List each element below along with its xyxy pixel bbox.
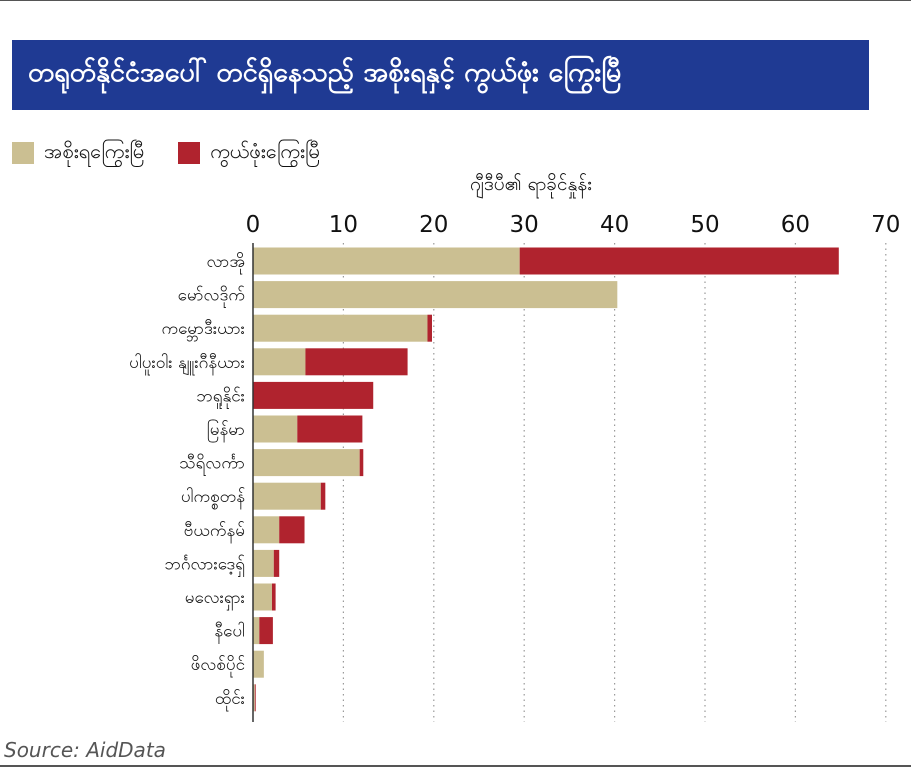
legend-label-hidden-debt: ကွယ်ဖုံးကြွေးမြီ bbox=[210, 139, 320, 163]
x-tick-label-40: 40 bbox=[600, 212, 629, 238]
bar-hidden-0 bbox=[519, 247, 839, 275]
category-label-2: ကမ္ဘောဒီးယား bbox=[161, 319, 245, 342]
category-label-9: ဘင်္ဂလားဒေ့ရှ် bbox=[164, 554, 245, 577]
x-tick-label-20: 20 bbox=[419, 212, 448, 238]
bar-hidden-4 bbox=[253, 381, 374, 409]
x-tick-label-0: 0 bbox=[246, 212, 261, 238]
bar-hidden-5 bbox=[297, 415, 363, 443]
bar-hidden-13 bbox=[254, 684, 256, 712]
category-label-0: လာအို bbox=[206, 252, 245, 275]
x-tick-label-30: 30 bbox=[510, 212, 539, 238]
bar-government-3 bbox=[253, 348, 306, 376]
bar-hidden-3 bbox=[305, 348, 408, 376]
category-label-6: သီရိလင်္ကာ bbox=[179, 454, 245, 477]
bar-hidden-11 bbox=[259, 617, 273, 645]
bar-government-13 bbox=[253, 684, 255, 712]
category-label-8: ဗီယက်နမ် bbox=[184, 521, 245, 544]
legend-swatch-hidden-debt bbox=[178, 142, 201, 164]
category-label-5: မြန်မာ bbox=[207, 418, 245, 443]
category-label-10: မလေးရှား bbox=[185, 588, 245, 611]
bar-government-8 bbox=[253, 516, 280, 544]
bar-hidden-7 bbox=[320, 482, 326, 510]
category-label-3: ပါပူးဝါး နျူးဂီနီယား bbox=[129, 352, 245, 376]
top-rule bbox=[0, 0, 911, 1]
bar-hidden-8 bbox=[279, 516, 305, 544]
bar-government-6 bbox=[253, 449, 360, 477]
legend-label-government-debt: အစိုးရကြွေးမြီ bbox=[44, 139, 145, 163]
bottom-rule bbox=[0, 765, 911, 767]
bar-government-5 bbox=[253, 415, 298, 443]
category-label-12: ဖိလစ်ပိုင် bbox=[191, 655, 245, 678]
category-label-11: နီပေါ bbox=[214, 621, 245, 645]
x-axis-label: ဂျီဒီပီ၏ ရာခိုင်နှုန်း bbox=[470, 173, 592, 195]
bar-government-10 bbox=[253, 583, 272, 611]
bar-government-12 bbox=[253, 650, 264, 678]
legend-swatch-government-debt bbox=[12, 142, 34, 164]
x-tick-label-10: 10 bbox=[329, 212, 358, 238]
bar-hidden-10 bbox=[271, 583, 276, 611]
bar-government-11 bbox=[253, 617, 260, 645]
bar-government-2 bbox=[253, 314, 428, 342]
bar-hidden-9 bbox=[273, 549, 280, 577]
x-tick-label-70: 70 bbox=[871, 212, 900, 238]
legend-item-government-debt: အစိုးရကြွေးမြီ bbox=[12, 138, 144, 168]
bar-government-0 bbox=[253, 247, 520, 275]
legend: အစိုးရကြွေးမြီ ကွယ်ဖုံးကြွေးမြီ bbox=[12, 138, 354, 168]
bar-hidden-6 bbox=[359, 449, 364, 477]
source-note: Source: AidData bbox=[4, 738, 166, 762]
legend-item-hidden-debt: ကွယ်ဖုံးကြွေးမြီ bbox=[178, 138, 320, 168]
category-label-1: မော်လဒိုက် bbox=[178, 286, 245, 309]
chart-title: တရုတ်နိုင်ငံအပေါ် တင်ရှိနေသည့် အစိုးရနှင… bbox=[28, 57, 622, 88]
bar-hidden-2 bbox=[427, 314, 432, 342]
bar-government-9 bbox=[253, 549, 274, 577]
title-banner: တရုတ်နိုင်ငံအပေါ် တင်ရှိနေသည့် အစိုးရနှင… bbox=[12, 40, 869, 110]
bar-government-1 bbox=[253, 281, 618, 309]
x-tick-label-50: 50 bbox=[690, 212, 719, 238]
bar-government-7 bbox=[253, 482, 321, 510]
x-tick-label-60: 60 bbox=[781, 212, 810, 238]
category-label-7: ပါကစ္စတန် bbox=[181, 486, 245, 510]
category-label-13: ထိုင်း bbox=[215, 689, 245, 712]
category-label-4: ဘရူနိုင်း bbox=[196, 386, 245, 409]
